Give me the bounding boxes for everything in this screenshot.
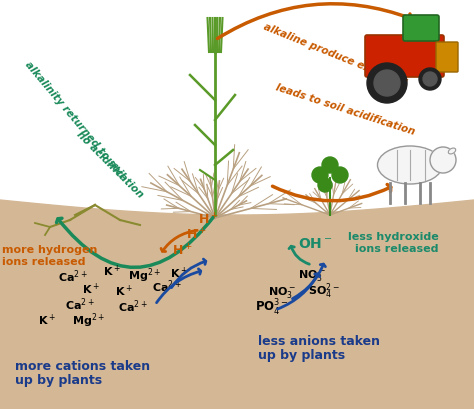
Text: K$^+$: K$^+$ <box>38 313 56 328</box>
Text: Ca$^{2+}$: Ca$^{2+}$ <box>152 279 182 295</box>
Text: less hydroxide: less hydroxide <box>348 232 439 242</box>
Text: Mg$^{2+}$: Mg$^{2+}$ <box>128 267 161 285</box>
Circle shape <box>423 72 437 86</box>
Text: Ca$^{2+}$: Ca$^{2+}$ <box>65 297 95 313</box>
Circle shape <box>318 178 332 192</box>
Text: ions released: ions released <box>2 257 85 267</box>
Text: more hydrogen: more hydrogen <box>2 245 97 255</box>
Circle shape <box>430 147 456 173</box>
FancyBboxPatch shape <box>436 42 458 72</box>
Text: up by plants: up by plants <box>258 349 345 362</box>
Text: H$^+$: H$^+$ <box>198 213 219 228</box>
Text: alkaline produce exported: alkaline produce exported <box>262 22 408 88</box>
Text: K$^+$: K$^+$ <box>115 284 133 299</box>
Circle shape <box>332 167 348 183</box>
Text: NO$_3^-$: NO$_3^-$ <box>298 268 326 283</box>
Ellipse shape <box>377 146 443 184</box>
Text: K$^+$: K$^+$ <box>82 282 100 297</box>
Text: ions released: ions released <box>355 244 438 254</box>
Circle shape <box>322 157 338 173</box>
Text: OH$^-$: OH$^-$ <box>298 237 333 251</box>
Text: more cations taken: more cations taken <box>15 360 150 373</box>
Text: H$^+$: H$^+$ <box>172 244 192 259</box>
Text: PO$_4^{3-}$: PO$_4^{3-}$ <box>255 298 289 318</box>
Ellipse shape <box>448 148 456 154</box>
Polygon shape <box>0 200 474 409</box>
Text: NO$_3^-$: NO$_3^-$ <box>268 285 296 300</box>
Text: less anions taken: less anions taken <box>258 335 380 348</box>
Text: Ca$^{2+}$: Ca$^{2+}$ <box>58 269 88 285</box>
Circle shape <box>419 68 441 90</box>
Text: no acidification: no acidification <box>75 130 145 200</box>
Circle shape <box>312 167 328 183</box>
FancyBboxPatch shape <box>365 35 444 77</box>
Text: Ca$^{2+}$: Ca$^{2+}$ <box>118 299 148 315</box>
Text: up by plants: up by plants <box>15 374 102 387</box>
Text: SO$_4^{2-}$: SO$_4^{2-}$ <box>308 282 340 301</box>
Text: alkalinity returned to soil: alkalinity returned to soil <box>23 60 127 180</box>
Text: leads to soil acidification: leads to soil acidification <box>274 83 416 137</box>
Text: K$^+$: K$^+$ <box>170 266 188 281</box>
Circle shape <box>374 70 400 96</box>
Text: Mg$^{2+}$: Mg$^{2+}$ <box>72 312 105 330</box>
FancyBboxPatch shape <box>403 15 439 41</box>
Circle shape <box>367 63 407 103</box>
Text: K$^+$: K$^+$ <box>103 264 121 279</box>
Text: H$^+$: H$^+$ <box>186 228 207 243</box>
